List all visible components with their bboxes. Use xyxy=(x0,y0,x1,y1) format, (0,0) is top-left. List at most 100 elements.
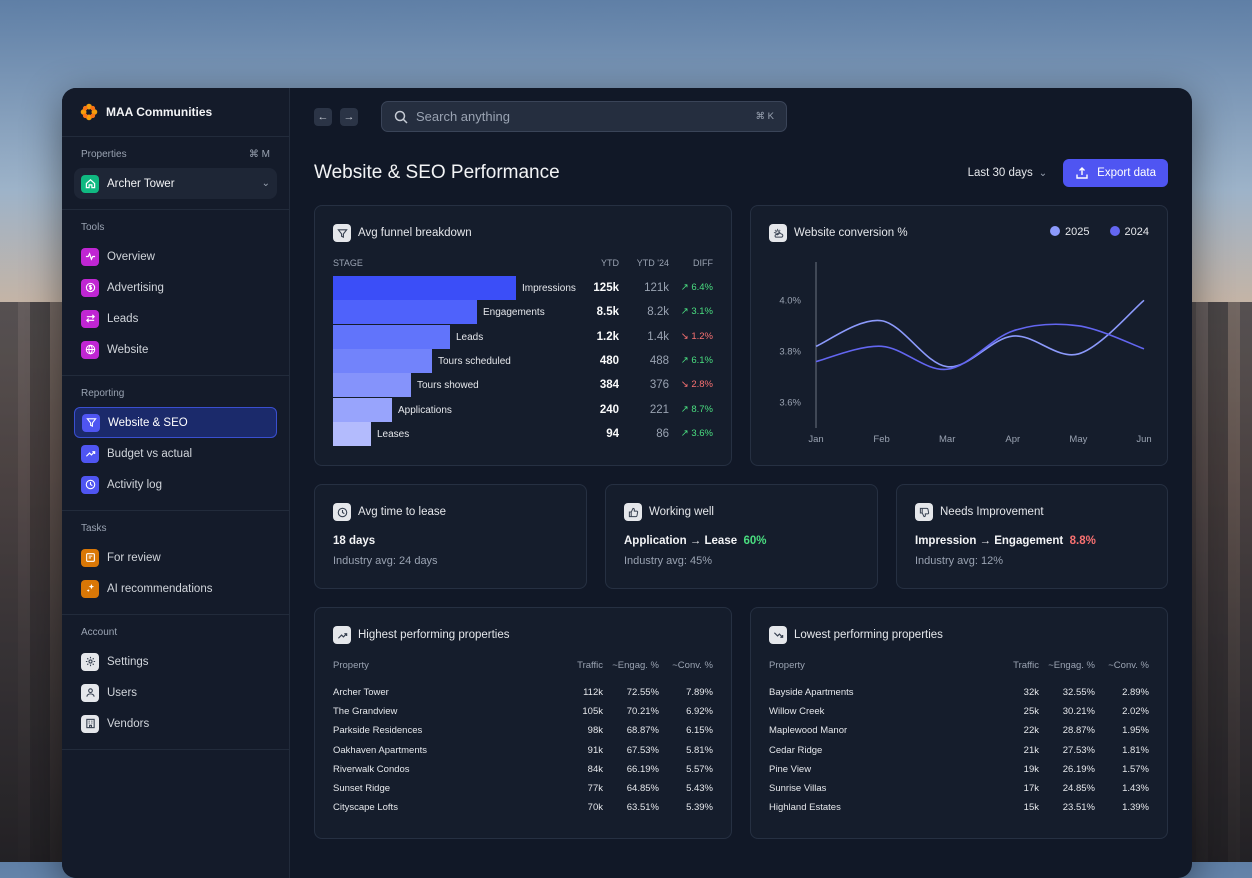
trend-icon xyxy=(81,444,99,463)
y-tick-label: 4.0% xyxy=(779,295,801,306)
nav-item-advertising[interactable]: Advertising xyxy=(74,272,277,303)
table-row[interactable]: Cityscape Lofts 70k 63.51% 5.39% xyxy=(333,798,713,817)
forward-button[interactable]: → xyxy=(340,107,358,126)
funnel-ytd-prev: 488 xyxy=(649,354,669,367)
table-row[interactable]: Bayside Apartments 32k 32.55% 2.89% xyxy=(769,683,1149,702)
table-cell: 67.53% xyxy=(626,744,659,756)
stat-accent: 60% xyxy=(743,535,767,547)
funnel-diff: ↘ 1.2% xyxy=(677,331,713,342)
table-row[interactable]: The Grandview 105k 70.21% 6.92% xyxy=(333,702,713,721)
search-input[interactable]: Search anything ⌘ K xyxy=(381,101,787,132)
funnel-stage-label: Leases xyxy=(377,428,410,440)
stat-title: Avg time to lease xyxy=(358,506,447,518)
table-cell: 2.02% xyxy=(1122,706,1149,718)
table-row[interactable]: Highland Estates 15k 23.51% 1.39% xyxy=(769,798,1149,817)
table-cell: Pine View xyxy=(769,763,812,775)
properties-label: Properties xyxy=(81,149,127,160)
funnel-diff: ↗ 3.6% xyxy=(677,428,713,439)
main-content: ← → Search anything ⌘ K Website & SEO Pe… xyxy=(290,88,1192,878)
col-header[interactable]: ~Engag. % xyxy=(1048,660,1095,671)
col-header[interactable]: Property xyxy=(769,660,805,671)
table-row[interactable]: Riverwalk Condos 84k 66.19% 5.57% xyxy=(333,760,713,779)
funnel-diff-value: 8.7% xyxy=(691,403,713,415)
funnel-diff-value: 1.2% xyxy=(691,330,713,342)
property-selector[interactable]: Archer Tower ⌄ xyxy=(74,168,277,199)
table-row[interactable]: Archer Tower 112k 72.55% 7.89% xyxy=(333,683,713,702)
nav-item-for-review[interactable]: For review xyxy=(74,542,277,573)
table-cell: 105k xyxy=(582,706,603,718)
col-header[interactable]: ~Engag. % xyxy=(612,660,659,671)
trend-up-icon: ↗ xyxy=(680,354,689,366)
globe-icon xyxy=(81,340,99,359)
legend-item[interactable]: 2025 xyxy=(1050,226,1090,238)
lowest-performing-card: Lowest performing properties Property Tr… xyxy=(750,607,1168,839)
nav-item-activity-log[interactable]: Activity log xyxy=(74,469,277,500)
table-row[interactable]: Cedar Ridge 21k 27.53% 1.81% xyxy=(769,741,1149,760)
table-cell: 1.57% xyxy=(1122,763,1149,775)
lowest-table: Property Traffic ~Engag. % ~Conv. % Bays… xyxy=(769,660,1149,817)
nav-label: Overview xyxy=(107,250,155,263)
funnel-row: Engagements 8.5k 8.2k ↗ 3.1% xyxy=(333,300,713,325)
nav-item-leads[interactable]: Leads xyxy=(74,303,277,334)
legend-item[interactable]: 2024 xyxy=(1109,226,1149,238)
nav-label: Budget vs actual xyxy=(107,447,193,460)
tools-label: Tools xyxy=(81,222,105,233)
funnel-bar xyxy=(333,421,371,446)
nav-item-budget-vs-actual[interactable]: Budget vs actual xyxy=(74,438,277,469)
funnel-stage-label: Tours showed xyxy=(417,380,479,392)
table-cell: Cityscape Lofts xyxy=(333,802,398,814)
lowest-title: Lowest performing properties xyxy=(794,629,943,641)
table-cell: Willow Creek xyxy=(769,706,825,718)
funnel-diff: ↗ 6.4% xyxy=(677,282,713,293)
nav-label: Leads xyxy=(107,312,139,325)
table-cell: 28.87% xyxy=(1062,725,1095,737)
funnel-card: Avg funnel breakdown STAGE YTD YTD '24 D… xyxy=(314,205,732,466)
nav-item-website-seo[interactable]: Website & SEO xyxy=(74,407,277,438)
date-range-label: Last 30 days xyxy=(967,167,1033,179)
legend-dot xyxy=(1109,226,1120,236)
table-cell: 91k xyxy=(587,744,603,756)
trend-down-icon: ↘ xyxy=(680,379,689,391)
table-cell: 70.21% xyxy=(626,706,659,718)
legend-dot xyxy=(1050,226,1061,236)
table-row[interactable]: Sunset Ridge 77k 64.85% 5.43% xyxy=(333,779,713,798)
table-row[interactable]: Sunrise Villas 17k 24.85% 1.43% xyxy=(769,779,1149,798)
col-header[interactable]: Property xyxy=(333,660,369,671)
table-row[interactable]: Pine View 19k 26.19% 1.57% xyxy=(769,760,1149,779)
export-data-button[interactable]: Export data xyxy=(1063,159,1168,187)
filter-icon xyxy=(333,224,351,242)
nav-item-ai-recommendations[interactable]: AI recommendations xyxy=(74,573,277,604)
stat-card-working-well: Working well Application → Lease 60% Ind… xyxy=(605,484,878,589)
nav-item-vendors[interactable]: Vendors xyxy=(74,708,277,739)
back-button[interactable]: ← xyxy=(314,107,332,126)
table-cell: Parkside Residences xyxy=(333,725,423,737)
export-label: Export data xyxy=(1097,167,1156,179)
funnel-ytd: 384 xyxy=(599,379,619,392)
date-range-select[interactable]: Last 30 days ⌄ xyxy=(968,167,1048,179)
table-cell: Cedar Ridge xyxy=(769,744,823,756)
funnel-bar xyxy=(333,373,411,398)
nav-item-settings[interactable]: Settings xyxy=(74,646,277,677)
nav-item-overview[interactable]: Overview xyxy=(74,241,277,272)
table-cell: 6.15% xyxy=(686,725,713,737)
x-tick-label: Mar xyxy=(939,434,955,445)
funnel-ytd-prev: 86 xyxy=(656,427,669,440)
sparkle-icon xyxy=(81,579,99,598)
nav-label: Website & SEO xyxy=(108,416,188,429)
stat-sub: Industry avg: 45% xyxy=(624,555,713,567)
table-row[interactable]: Maplewood Manor 22k 28.87% 1.95% xyxy=(769,721,1149,740)
table-cell: 32k xyxy=(1023,687,1039,699)
table-cell: 7.89% xyxy=(686,687,713,699)
col-header[interactable]: ~Conv. % xyxy=(672,660,713,671)
pulse-icon xyxy=(81,247,99,266)
col-header[interactable]: ~Conv. % xyxy=(1108,660,1149,671)
col-header[interactable]: Traffic xyxy=(1013,660,1039,671)
table-row[interactable]: Parkside Residences 98k 68.87% 6.15% xyxy=(333,721,713,740)
col-header[interactable]: Traffic xyxy=(577,660,603,671)
nav-item-website[interactable]: Website xyxy=(74,334,277,365)
page-title: Website & SEO Performance xyxy=(314,162,560,183)
table-row[interactable]: Oakhaven Apartments 91k 67.53% 5.81% xyxy=(333,741,713,760)
nav-item-users[interactable]: Users xyxy=(74,677,277,708)
table-row[interactable]: Willow Creek 25k 30.21% 2.02% xyxy=(769,702,1149,721)
thumbs-down-icon xyxy=(915,503,933,521)
